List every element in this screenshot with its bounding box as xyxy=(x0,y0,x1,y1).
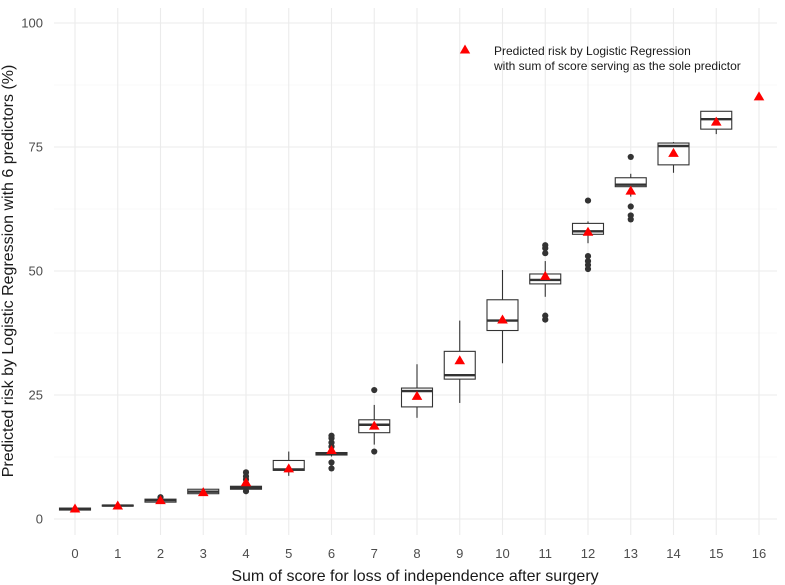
x-tick-label: 5 xyxy=(285,546,292,561)
predicted-risk-markers xyxy=(69,91,765,513)
triangle-marker-14 xyxy=(668,147,679,157)
outlier-point xyxy=(627,212,634,219)
outlier-point xyxy=(328,465,335,472)
x-tick-label: 6 xyxy=(328,546,335,561)
x-tick-label: 15 xyxy=(709,546,723,561)
x-tick-label: 7 xyxy=(371,546,378,561)
triangle-marker-1 xyxy=(112,500,124,510)
outlier-point xyxy=(371,448,378,455)
x-tick-label: 2 xyxy=(157,546,164,561)
x-tick-label: 1 xyxy=(114,546,121,561)
y-tick-label: 100 xyxy=(21,16,43,31)
triangle-marker-11 xyxy=(539,270,551,280)
x-axis: 0 1 2 3 4 5 6 7 8 9 10 11 12 13 14 15 16 xyxy=(71,546,766,561)
outlier-point xyxy=(328,459,335,466)
y-axis-title: Predicted risk by Logistic Regression wi… xyxy=(0,65,17,478)
outlier-point xyxy=(584,253,592,260)
triangle-marker-16 xyxy=(753,91,765,101)
y-axis: 0 25 50 75 100 xyxy=(21,16,43,527)
legend: Predicted risk by Logistic Regression wi… xyxy=(459,44,741,73)
x-tick-label: 4 xyxy=(242,546,249,561)
triangle-marker-0 xyxy=(69,503,81,513)
outlier-point xyxy=(584,197,592,204)
outlier-point xyxy=(627,153,634,161)
outlier-point xyxy=(584,257,592,265)
x-tick-label: 0 xyxy=(71,546,78,561)
outlier-point xyxy=(328,439,335,446)
x-tick-label: 12 xyxy=(581,546,595,561)
x-tick-label: 3 xyxy=(200,546,207,561)
outlier-point xyxy=(328,432,335,439)
outlier-point xyxy=(242,469,250,476)
triangle-marker-6 xyxy=(326,444,337,454)
triangle-marker-7 xyxy=(368,420,380,430)
legend-label-line1: Predicted risk by Logistic Regression xyxy=(494,44,691,58)
triangle-marker-9 xyxy=(454,355,466,365)
triangle-marker-5 xyxy=(283,463,295,473)
outlier-point xyxy=(542,250,549,257)
x-tick-label: 8 xyxy=(413,546,420,561)
box-14 xyxy=(657,142,690,173)
x-tick-label: 13 xyxy=(624,546,638,561)
x-tick-label: 9 xyxy=(456,546,463,561)
triangle-marker-15 xyxy=(710,116,722,126)
x-tick-label: 11 xyxy=(539,546,553,561)
outlier-point xyxy=(242,488,250,495)
triangle-marker-10 xyxy=(497,314,508,324)
triangle-marker-8 xyxy=(411,390,423,400)
y-tick-label: 0 xyxy=(36,512,43,527)
box-iqr xyxy=(486,299,519,332)
x-tick-label: 14 xyxy=(666,546,680,561)
legend-label-line2: with sum of score serving as the sole pr… xyxy=(493,59,741,73)
triangle-marker-3 xyxy=(197,487,209,497)
y-tick-label: 25 xyxy=(29,388,43,403)
triangle-marker-12 xyxy=(582,226,594,236)
outlier-point xyxy=(542,242,549,249)
triangle-marker-2 xyxy=(155,495,166,505)
y-tick-label: 50 xyxy=(29,264,43,279)
gridlines xyxy=(54,8,777,535)
legend-triangle-icon xyxy=(459,44,471,54)
triangle-marker-4 xyxy=(240,477,252,487)
outlier-point xyxy=(542,312,549,319)
x-axis-title: Sum of score for loss of independence af… xyxy=(231,568,598,585)
triangle-marker-13 xyxy=(625,185,637,195)
outlier-point xyxy=(627,203,634,210)
box-13 xyxy=(614,153,647,223)
x-tick-label: 16 xyxy=(752,546,766,561)
outlier-point xyxy=(371,386,378,394)
y-tick-label: 75 xyxy=(29,140,43,155)
x-tick-label: 10 xyxy=(495,546,509,561)
